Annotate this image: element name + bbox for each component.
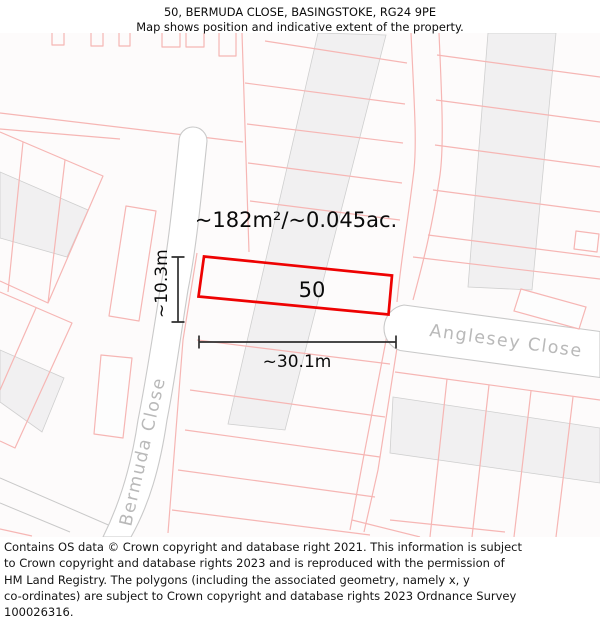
parcel-line [171,339,391,536]
width-dimension [198,335,397,349]
parcel-line [396,33,416,303]
parcel-boundaries [0,33,600,537]
parcel-line [349,329,400,533]
depth-dimension-label: ~10.3m [152,249,172,318]
parcel-line [244,40,408,221]
parcel-line [351,371,600,537]
copyright-line: co-ordinates) are subject to Crown copyr… [4,588,517,603]
dimension-line [171,256,185,323]
garage-outline [513,288,587,330]
copyright-line: 100026316. [4,605,74,620]
page-subtitle: Map shows position and indicative extent… [136,20,464,34]
parcel-line [0,131,104,304]
bermuda-close-road [102,126,208,537]
property-50-polygon [196,255,394,316]
building [227,33,387,431]
building [0,349,65,433]
copyright-line: HM Land Registry. The polygons (includin… [4,572,470,587]
footpath-lines [0,477,114,533]
depth-dimension [171,256,185,323]
dimension-line [198,335,397,349]
parcel-line [412,33,443,301]
footpath [0,477,114,533]
width-dimension-label: ~30.1m [263,352,332,372]
page-title: 50, BERMUDA CLOSE, BASINGSTOKE, RG24 9PE [163,5,437,19]
parcel-line [412,54,600,280]
anglesey-close-road [383,304,600,379]
building [0,171,89,258]
area-label: ~182m²/~0.045ac. [195,208,397,232]
building [467,33,557,291]
garage-outline [93,354,133,439]
parcel-line [0,291,73,449]
map-header: 50, BERMUDA CLOSE, BASINGSTOKE, RG24 9PE… [0,0,600,34]
roads [102,126,600,537]
copyright-notice: Contains OS data © Crown copyright and d… [0,537,600,625]
parcel-line [573,230,600,253]
garage-outline [108,205,157,322]
copyright-line: to Crown copyright and database rights 2… [4,556,505,571]
parcel-line [0,528,33,537]
property-50-label: 50 [299,278,326,302]
parcel-line [167,33,250,534]
parcel-line [51,33,237,57]
copyright-line: Contains OS data © Crown copyright and d… [4,540,523,554]
